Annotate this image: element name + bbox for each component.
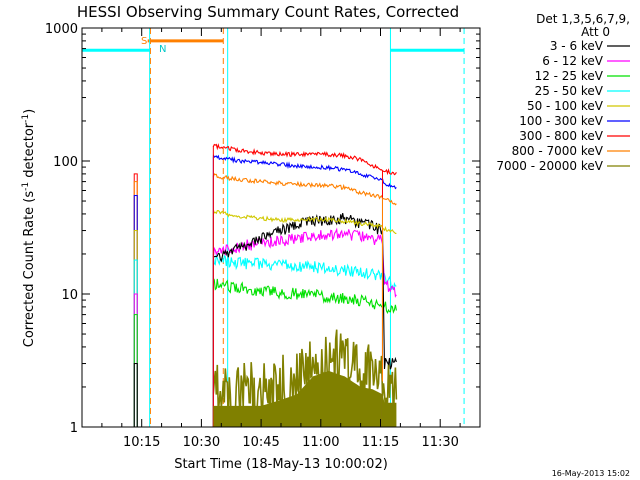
- y-tick-label: 100: [53, 155, 78, 170]
- legend-label-50-100-kev: 50 - 100 keV: [527, 99, 604, 113]
- legend-label-7000-20000-kev: 7000 - 20000 keV: [496, 159, 603, 173]
- flag-label-saa: S: [141, 36, 147, 47]
- legend-label-3-6-kev: 3 - 6 keV: [550, 39, 604, 53]
- y-axis-label-end: ): [22, 109, 37, 114]
- y-tick-label: 10: [61, 288, 78, 303]
- x-tick-label: 11:00: [302, 435, 339, 450]
- x-tick-label: 10:45: [242, 435, 279, 450]
- y-axis-label-sup2: -1: [21, 114, 31, 123]
- x-axis-ticks: 10:15 10:30 10:45 11:00 11:15 11:30: [81, 28, 481, 450]
- chart-title: HESSI Observing Summary Count Rates, Cor…: [77, 3, 459, 21]
- series-fill-7000-20000-kev: [213, 370, 397, 427]
- x-tick-label: 10:15: [123, 435, 160, 450]
- legend-label-800-7000-kev: 800 - 7000 keV: [512, 144, 604, 158]
- legend-label-12-25-kev: 12 - 25 keV: [535, 69, 604, 83]
- x-tick-label: 11:15: [362, 435, 399, 450]
- x-tick-label: 10:30: [183, 435, 220, 450]
- legend-label-25-50-kev: 25 - 50 keV: [535, 84, 604, 98]
- y-tick-label: 1: [70, 421, 78, 436]
- series-line-300-800-kev: [212, 143, 397, 176]
- footer-date: 16-May-2013 15:02: [552, 469, 630, 478]
- y-axis-ticks: 1 10 100 1000: [45, 22, 480, 436]
- series-line-12-25-kev: [212, 277, 397, 314]
- x-axis-label: Start Time (18-May-13 10:00:02): [174, 457, 388, 472]
- series-line-6-12-kev: [212, 227, 397, 298]
- series-line-50-100-kev: [212, 209, 397, 234]
- y-axis-label: Corrected Count Rate (s-1 detector-1): [21, 109, 37, 347]
- x-tick-label: 11:30: [421, 435, 458, 450]
- y-axis-label-sup1: -1: [21, 182, 31, 191]
- y-axis-label-main: Corrected Count Rate (s: [22, 191, 37, 348]
- y-axis-label-mid: detector: [22, 122, 37, 182]
- series-line-25-50-kev: [212, 254, 397, 291]
- legend-label-300-800-kev: 300 - 800 keV: [519, 129, 603, 143]
- series-line-7000-20000-kev: [212, 329, 398, 427]
- flag-label-night: N: [159, 44, 166, 55]
- legend-header-line1: Det 1,3,5,6,7,9,: [536, 12, 630, 26]
- legend-label-100-300-kev: 100 - 300 keV: [519, 114, 603, 128]
- legend-header-line2: Att 0: [581, 25, 610, 39]
- plot-frame: [81, 27, 481, 428]
- y-tick-label: 1000: [45, 22, 78, 37]
- plot-area: [82, 28, 465, 428]
- spike-3-6-kev: [133, 363, 138, 428]
- series-line-800-7000-kev: [212, 173, 397, 206]
- series-line-100-300-kev: [212, 154, 397, 190]
- legend-label-6-12-kev: 6 - 12 keV: [542, 54, 604, 68]
